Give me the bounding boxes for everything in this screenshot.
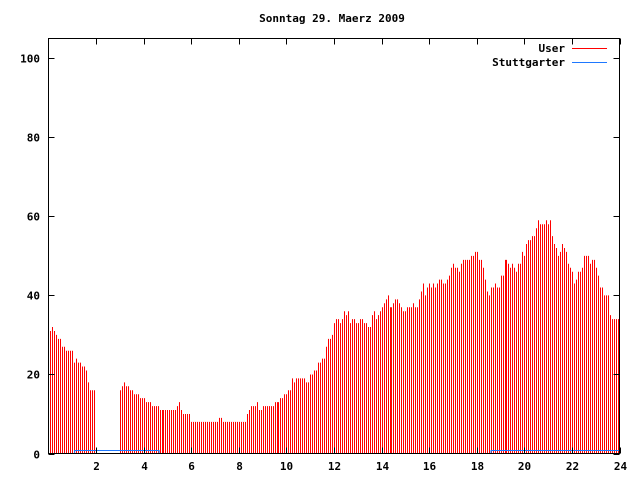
legend-label-user: User — [539, 42, 566, 55]
y-tick-label: 80 — [27, 132, 40, 145]
x-tick-label: 6 — [188, 460, 195, 473]
x-tick-label: 14 — [376, 460, 390, 473]
y-tick-label: 40 — [27, 290, 40, 303]
x-tick-label: 20 — [518, 460, 531, 473]
x-tick-label: 4 — [141, 460, 148, 473]
y-tick-label: 0 — [33, 449, 40, 462]
x-tick-label: 24 — [614, 460, 628, 473]
x-tick-label: 22 — [566, 460, 579, 473]
y-tick-label: 60 — [27, 211, 40, 224]
stuttgarter-segment — [74, 450, 160, 454]
x-tick-label: 12 — [328, 460, 341, 473]
x-axis: 2 4 6 8 10 12 14 16 18 20 22 24 — [93, 38, 628, 473]
y-axis: 0 20 40 60 80 100 — [20, 53, 620, 462]
x-tick-label: 2 — [93, 460, 100, 473]
legend-label-stuttgarter: Stuttgarter — [492, 56, 565, 69]
x-tick-label: 10 — [280, 460, 293, 473]
x-tick-label: 16 — [423, 460, 437, 473]
x-tick-label: 8 — [236, 460, 243, 473]
chart-title: Sonntag 29. Maerz 2009 — [259, 12, 405, 25]
y-tick-label: 20 — [27, 369, 40, 382]
y-tick-label: 100 — [20, 53, 40, 66]
legend: User Stuttgarter — [492, 42, 607, 69]
x-tick-label: 18 — [471, 460, 484, 473]
user-bars — [50, 220, 619, 454]
